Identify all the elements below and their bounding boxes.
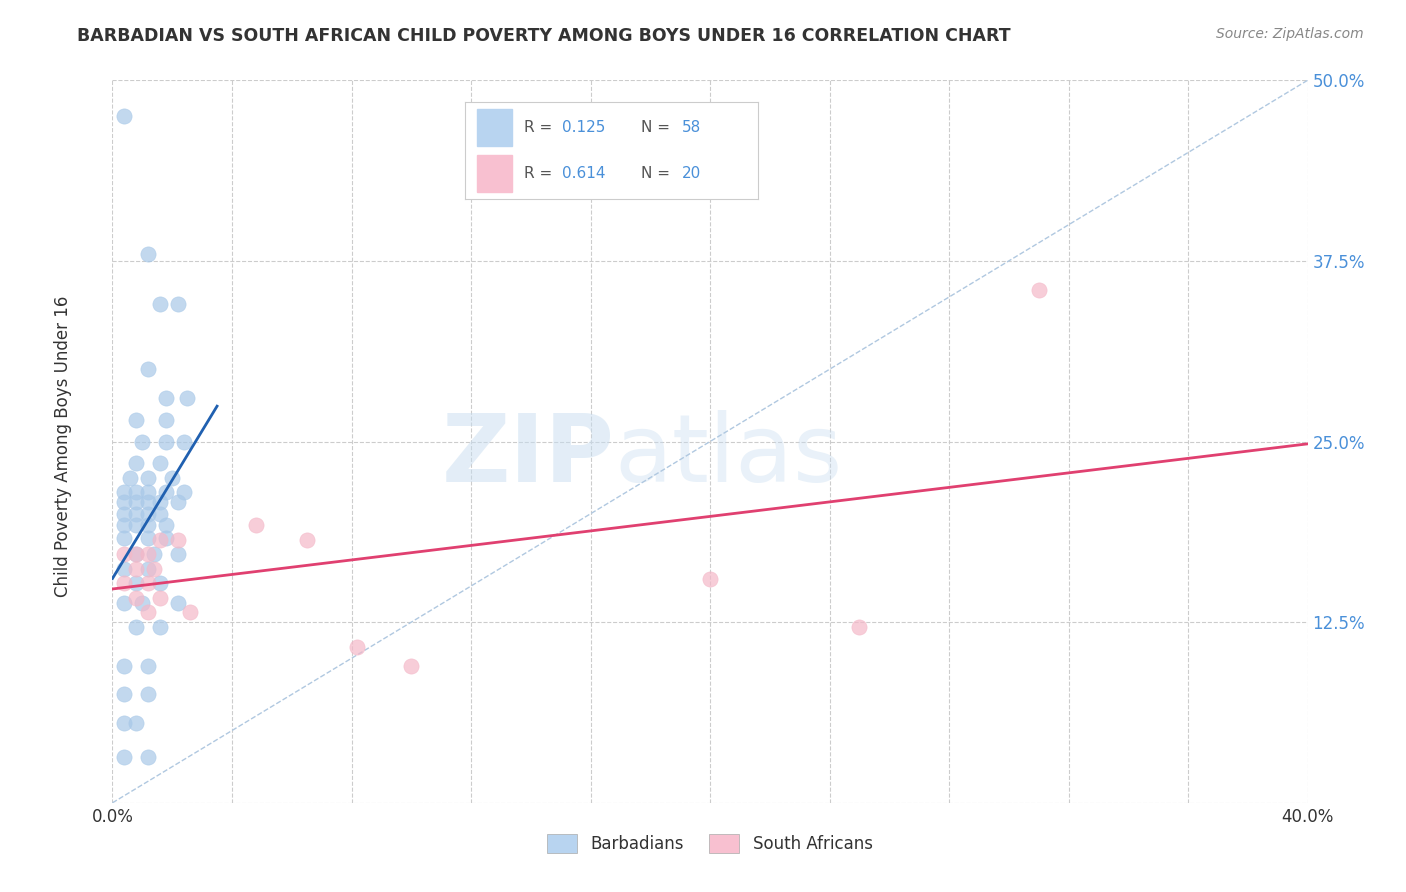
Point <box>138 485 160 500</box>
Point <box>125 495 148 509</box>
Point <box>173 485 195 500</box>
Point <box>173 434 195 449</box>
Point <box>114 507 135 521</box>
Legend: Barbadians, South Africans: Barbadians, South Africans <box>541 827 879 860</box>
Text: Child Poverty Among Boys Under 16: Child Poverty Among Boys Under 16 <box>55 295 72 597</box>
Point <box>848 619 870 633</box>
Point <box>131 596 153 610</box>
Point <box>155 485 177 500</box>
Point <box>125 591 148 605</box>
Point <box>138 576 160 591</box>
Point <box>138 518 160 533</box>
Point <box>125 562 148 576</box>
Point <box>114 547 135 561</box>
Point <box>114 532 135 546</box>
Point <box>125 507 148 521</box>
Point <box>138 246 160 260</box>
Point <box>149 533 172 547</box>
Point <box>155 518 177 533</box>
Point <box>114 562 135 576</box>
Point <box>176 391 198 405</box>
Point <box>149 297 172 311</box>
Point <box>245 518 267 533</box>
Point <box>114 485 135 500</box>
Point <box>125 576 148 591</box>
Point <box>149 619 172 633</box>
Point <box>114 495 135 509</box>
Point <box>120 470 142 484</box>
Point <box>155 413 177 427</box>
Point <box>125 456 148 470</box>
Point <box>143 562 166 576</box>
Point <box>114 687 135 701</box>
Point <box>179 605 201 619</box>
Point <box>149 507 172 521</box>
Point <box>138 532 160 546</box>
Point <box>167 533 190 547</box>
Point <box>138 470 160 484</box>
Point <box>138 362 160 376</box>
Point <box>138 658 160 673</box>
Text: ZIP: ZIP <box>441 410 614 502</box>
Point <box>401 658 423 673</box>
Point <box>125 547 148 561</box>
Point <box>167 495 190 509</box>
Point <box>138 605 160 619</box>
Point <box>138 687 160 701</box>
Point <box>125 716 148 731</box>
Point <box>138 495 160 509</box>
Point <box>114 596 135 610</box>
Point <box>155 532 177 546</box>
Point <box>167 547 190 561</box>
Point <box>167 596 190 610</box>
Point <box>131 434 153 449</box>
Point <box>155 391 177 405</box>
Point <box>125 619 148 633</box>
Point <box>143 547 166 561</box>
Point <box>155 434 177 449</box>
Point <box>162 470 183 484</box>
Point <box>114 518 135 533</box>
Point <box>125 413 148 427</box>
Point <box>138 749 160 764</box>
Point <box>125 485 148 500</box>
Point <box>149 591 172 605</box>
Point <box>125 547 148 561</box>
Point <box>138 507 160 521</box>
Text: atlas: atlas <box>614 410 842 502</box>
Point <box>167 297 190 311</box>
Point <box>699 572 721 586</box>
Point <box>149 495 172 509</box>
Point <box>346 640 368 654</box>
Point <box>114 658 135 673</box>
Point <box>114 110 135 124</box>
Point <box>138 562 160 576</box>
Point <box>125 518 148 533</box>
Text: BARBADIAN VS SOUTH AFRICAN CHILD POVERTY AMONG BOYS UNDER 16 CORRELATION CHART: BARBADIAN VS SOUTH AFRICAN CHILD POVERTY… <box>77 27 1011 45</box>
Point <box>149 456 172 470</box>
Point <box>114 716 135 731</box>
Point <box>138 547 160 561</box>
Point <box>295 533 318 547</box>
Point <box>1028 283 1050 297</box>
Text: Source: ZipAtlas.com: Source: ZipAtlas.com <box>1216 27 1364 41</box>
Point <box>114 749 135 764</box>
Point <box>149 576 172 591</box>
Point <box>114 576 135 591</box>
